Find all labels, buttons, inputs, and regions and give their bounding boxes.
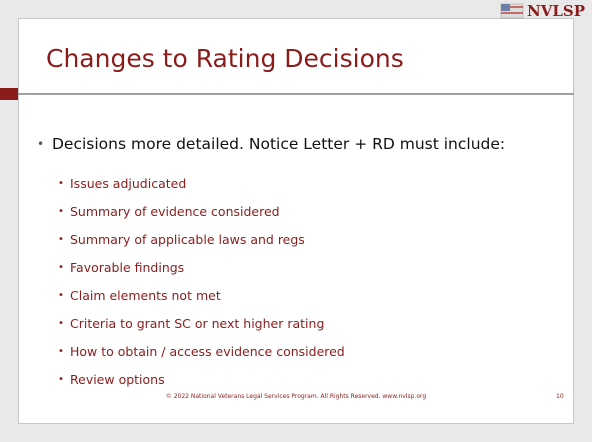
logo: NVLSP: [500, 2, 585, 20]
slide-title: Changes to Rating Decisions: [46, 44, 404, 73]
sub-bullet: Review options: [58, 366, 345, 394]
divider: [18, 93, 574, 95]
sub-bullet: How to obtain / access evidence consider…: [58, 338, 345, 366]
footer: © 2022 National Veterans Legal Services …: [165, 393, 427, 400]
logo-text: NVLSP: [527, 2, 586, 20]
sub-bullet: Summary of evidence considered: [58, 198, 345, 226]
page-number: 10: [556, 393, 564, 400]
logo-flag: [500, 3, 524, 19]
main-bullet: Decisions more detailed. Notice Letter +…: [37, 135, 532, 153]
sub-bullet: Favorable findings: [58, 254, 345, 282]
sub-bullet-list: Issues adjudicatedSummary of evidence co…: [58, 170, 345, 394]
accent-bar: [0, 88, 18, 100]
sub-bullet: Criteria to grant SC or next higher rati…: [58, 310, 345, 338]
sub-bullet: Issues adjudicated: [58, 170, 345, 198]
sub-bullet: Summary of applicable laws and regs: [58, 226, 345, 254]
sub-bullet: Claim elements not met: [58, 282, 345, 310]
